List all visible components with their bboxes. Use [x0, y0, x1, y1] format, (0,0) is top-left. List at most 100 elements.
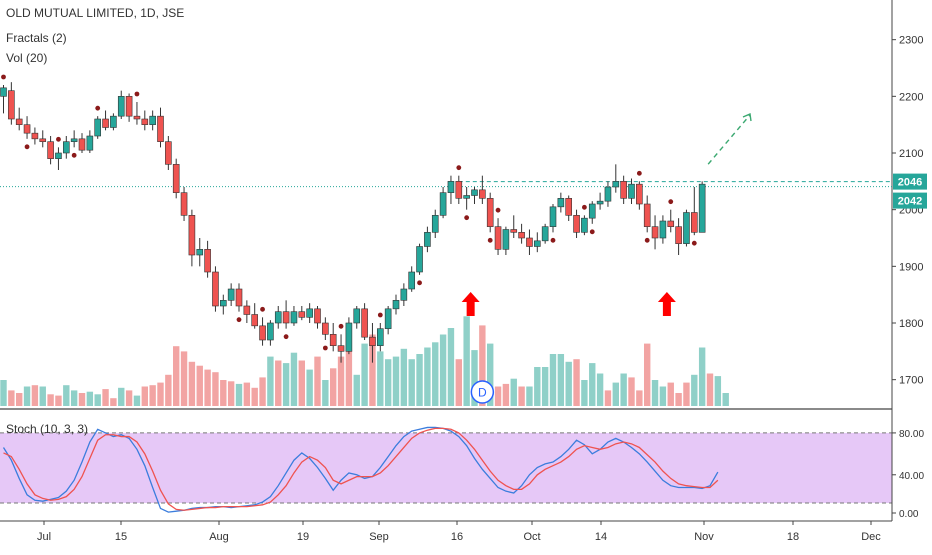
time-tick-label: Aug — [209, 531, 229, 543]
candle-body — [345, 322, 353, 352]
volume-bar — [706, 373, 714, 406]
volume-bar — [180, 351, 188, 406]
fractal-up — [636, 170, 642, 176]
fractal-down — [71, 152, 77, 158]
volume-bar — [589, 363, 596, 406]
candle-body — [651, 226, 659, 239]
candle-body — [628, 183, 635, 199]
candle-body — [188, 215, 196, 256]
candle-body — [659, 220, 667, 239]
candle-body — [259, 325, 266, 341]
volume-bar — [573, 359, 580, 406]
candle-body — [376, 328, 384, 346]
fractals-legend: Fractals (2) — [6, 31, 67, 45]
candle-body — [62, 141, 70, 154]
volume-bar — [392, 356, 400, 406]
candle-body — [15, 118, 23, 125]
candle-body — [133, 115, 141, 120]
candle-body — [220, 300, 227, 307]
volume-bar — [220, 380, 227, 406]
fractal-down — [691, 240, 697, 246]
candle-body — [39, 138, 47, 142]
volume-bar — [698, 347, 706, 406]
volume-bar — [212, 372, 219, 406]
fractal-up — [95, 105, 101, 111]
candle-body — [588, 203, 596, 219]
price-label-box — [893, 192, 927, 209]
volume-bar — [298, 360, 305, 406]
candle-body — [557, 198, 565, 208]
time-tick-label: Dec — [861, 531, 881, 543]
candle-body — [431, 215, 439, 233]
candle-body — [698, 183, 706, 233]
candle-body — [533, 240, 541, 247]
candle-body — [479, 189, 486, 199]
stoch-tick-label: 80.00 — [899, 429, 924, 440]
candle-body — [172, 164, 180, 193]
price-tick-label: 2200 — [899, 91, 923, 103]
projection-arrow-line — [707, 114, 751, 165]
volume-bar — [94, 394, 101, 406]
candle-body — [165, 141, 172, 165]
volume-bar — [141, 386, 148, 406]
volume-bar — [565, 361, 572, 406]
volume-bar — [455, 359, 462, 406]
fractal-down — [464, 215, 470, 221]
price-tick-label: 2100 — [899, 148, 923, 160]
volume-bar — [251, 387, 258, 406]
candle-body — [31, 132, 39, 140]
candle-body — [251, 314, 258, 327]
candle-body — [282, 311, 290, 324]
stoch-band — [0, 432, 892, 503]
volume-bar — [227, 381, 235, 406]
volume-bar — [416, 354, 423, 406]
time-tick-label: Jul — [37, 531, 51, 543]
volume-bar — [267, 356, 274, 406]
volume-bar — [330, 368, 337, 406]
volume-bar — [70, 390, 78, 406]
volume-bar — [8, 390, 15, 406]
time-tick-label: 19 — [297, 531, 309, 543]
annotation-up-arrow — [657, 292, 676, 316]
price-label-text: 2046 — [898, 177, 922, 189]
volume-bar — [502, 383, 510, 406]
candle-body — [196, 249, 204, 256]
volume-bar — [651, 380, 659, 406]
volume-bar — [510, 378, 517, 406]
candle-body — [636, 183, 643, 205]
volume-bar — [691, 374, 698, 406]
fractal-up — [668, 199, 674, 205]
volume-bar — [173, 346, 180, 406]
fractal-down — [644, 237, 650, 243]
candle-body — [604, 186, 612, 202]
annotation-up-arrow — [461, 292, 480, 316]
volume-bar — [659, 386, 667, 406]
candle-body — [392, 300, 400, 310]
volume-bar — [636, 390, 643, 406]
volume-bar — [683, 382, 690, 406]
fractal-down — [589, 229, 595, 235]
candle-body — [212, 271, 219, 307]
price-tick-label: 1700 — [899, 375, 923, 387]
volume-bar — [39, 386, 46, 406]
fractal-up — [338, 323, 344, 329]
volume-bar — [243, 382, 251, 406]
candle-body — [353, 308, 361, 324]
volume-bar — [196, 365, 203, 406]
volume-bar — [494, 386, 502, 406]
volume-bar — [63, 385, 70, 406]
candle-body — [510, 229, 518, 233]
candle-body — [23, 124, 31, 134]
volume-bar — [534, 367, 541, 406]
volume-bar — [628, 377, 635, 406]
time-tick-label: 15 — [115, 531, 127, 543]
candle-body — [541, 226, 549, 242]
candle-body — [180, 192, 188, 216]
candle-body — [110, 115, 117, 128]
candle-body — [94, 118, 101, 137]
price-tick-label: 2300 — [899, 35, 923, 47]
price-label-text: 2042 — [898, 196, 922, 208]
symbol-title: OLD MUTUAL LIMITED, 1D, JSE — [6, 6, 185, 20]
candle-body — [439, 192, 447, 216]
